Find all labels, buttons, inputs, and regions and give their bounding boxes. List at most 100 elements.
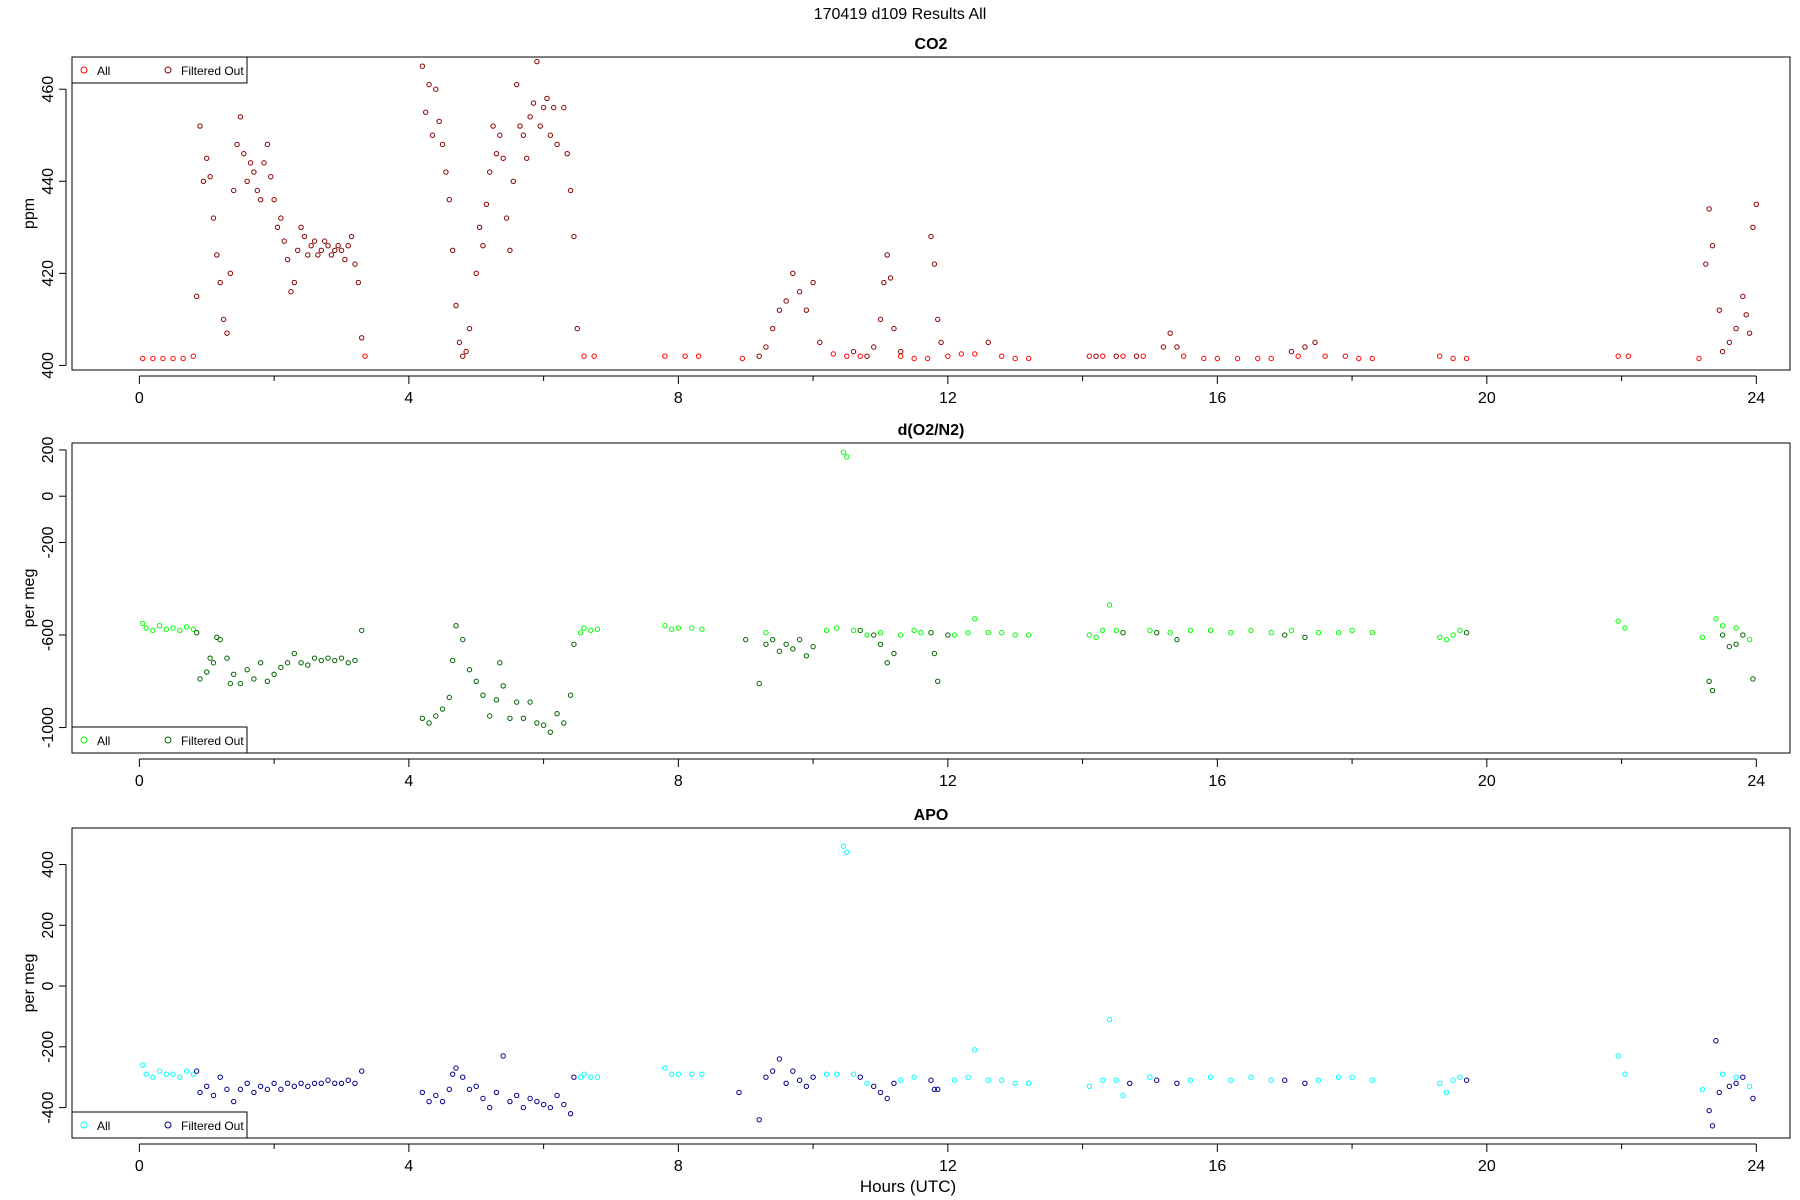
data-point [817,339,823,346]
data-point [577,630,584,636]
data-point [1187,1077,1194,1083]
data-point [261,160,267,166]
data-point [1113,627,1119,634]
data-point [540,1101,547,1108]
data-point [1726,339,1733,346]
data-point [247,160,254,166]
data-point [935,678,941,684]
data-point [999,353,1005,359]
data-point [193,293,200,300]
data-point [244,1080,250,1086]
series-o2n2-filtered-out [193,623,1756,735]
data-point [1713,1038,1719,1044]
data-point [743,636,749,643]
data-point [1750,1095,1756,1102]
data-point [497,660,503,666]
data-point [1622,625,1628,631]
data-point [790,646,796,652]
data-point [156,623,163,629]
y-axis-label-o2n2: per meg [21,569,38,628]
data-point [433,713,439,719]
data-point [891,650,897,657]
legend-box [71,1111,248,1139]
data-point [271,671,277,678]
data-point [1100,353,1106,359]
data-point [466,1086,473,1093]
data-point [567,692,574,698]
data-point [291,279,298,286]
data-point [662,353,668,359]
x-tick-label-apo: 8 [674,1158,683,1175]
data-point [257,196,264,203]
data-point [581,625,587,631]
data-point [918,630,924,636]
data-point [1335,630,1342,636]
data-point [884,1095,890,1102]
x-tick-label-o2n2: 16 [1208,773,1226,790]
data-point [783,298,789,304]
data-point [1025,355,1032,362]
data-point [156,1068,163,1074]
data-point [237,114,244,120]
data-point [769,325,776,332]
x-tick-label-co2: 0 [135,390,144,407]
data-point [564,150,570,157]
data-point [931,650,938,657]
data-point [534,58,540,65]
data-point [561,1101,567,1108]
data-point [1248,627,1254,634]
data-point [460,1074,466,1080]
data-point [190,626,196,632]
data-point [345,243,351,249]
data-point [1746,1083,1753,1090]
data-point [594,626,601,632]
data-point [150,1074,156,1080]
data-point [1086,632,1093,638]
data-point [928,630,934,636]
data-point [271,1080,277,1086]
data-point [224,1086,230,1093]
data-point [1733,625,1739,631]
data-point [476,224,483,231]
data-point [931,1086,938,1093]
data-point [301,233,308,240]
data-point [965,630,971,636]
data-point [911,1074,917,1080]
data-point [830,351,837,357]
data-point [520,1104,527,1111]
data-point [1153,1077,1160,1083]
data-point [1463,630,1470,636]
data-point [1322,353,1328,359]
data-point [699,1071,705,1077]
data-point [1746,636,1753,643]
data-point [581,353,587,359]
data-point [1443,636,1450,643]
data-point [348,233,355,240]
data-point [1302,344,1308,350]
data-point [662,1065,668,1071]
data-point [1706,206,1712,212]
data-point [507,247,513,254]
data-point [769,1068,776,1074]
data-point [928,1077,934,1083]
x-tick-label-o2n2: 4 [404,773,413,790]
data-point [1282,1077,1288,1083]
data-point [1625,353,1632,359]
y-tick-label-o2n2: -600 [40,619,57,651]
data-point [561,104,567,111]
data-point [790,1068,796,1074]
data-point [1699,634,1706,641]
data-point [520,132,527,138]
data-point [352,657,358,664]
data-point [480,243,486,249]
data-point [662,623,668,629]
y-tick-label-apo: -200 [40,1031,57,1063]
x-tick-label-co2: 4 [404,390,413,407]
data-point [446,1086,452,1093]
data-point [675,625,682,631]
data-point [325,1077,331,1083]
data-point [911,355,917,362]
legend-co2: All Filtered Out [71,56,248,84]
data-point [857,1074,863,1080]
data-point [1622,1071,1628,1077]
